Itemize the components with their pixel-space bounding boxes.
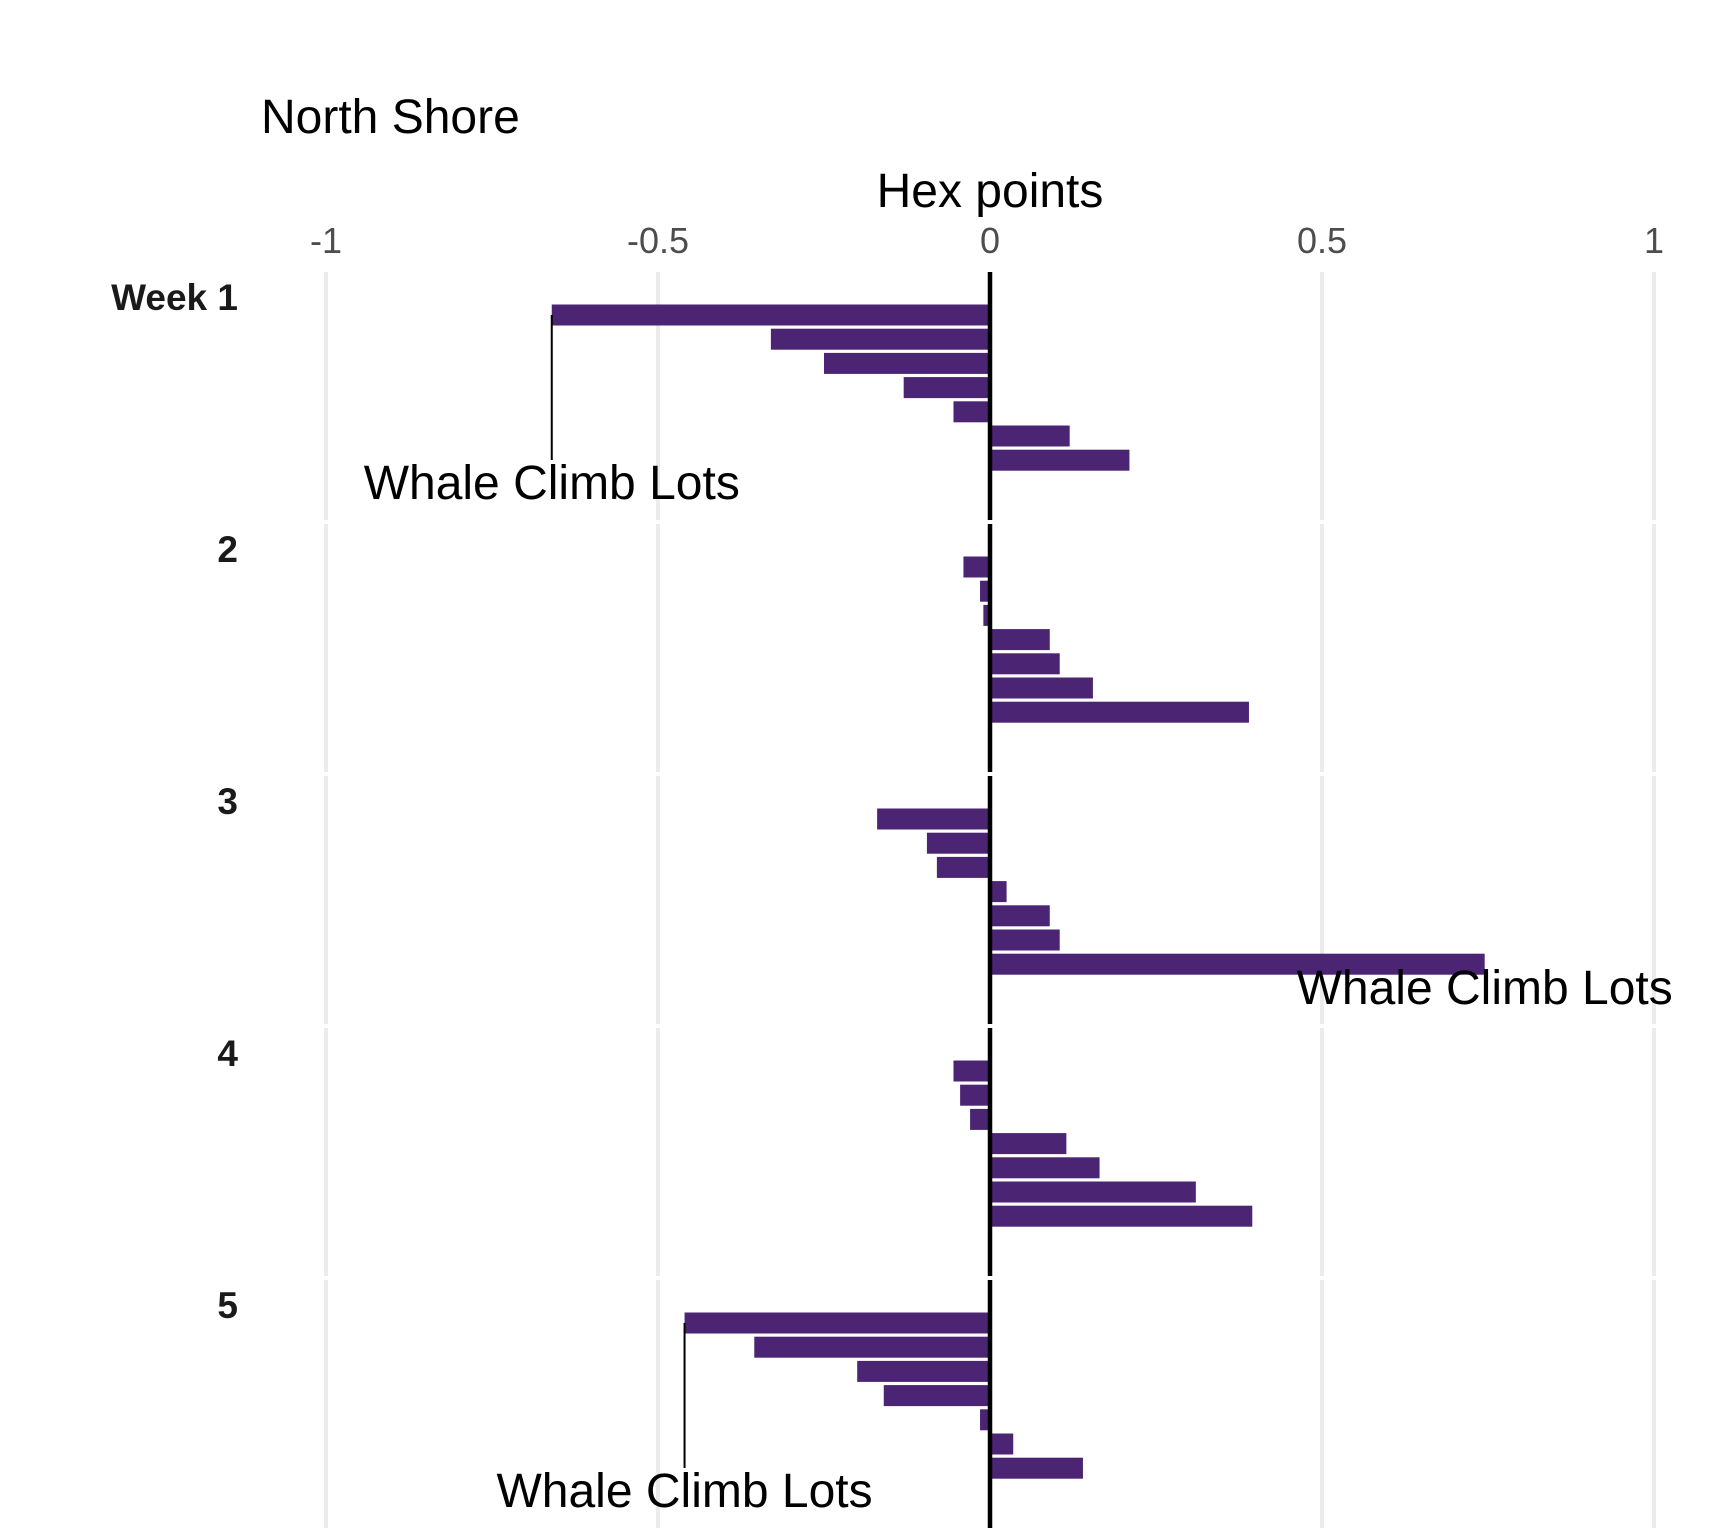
bar: [754, 1336, 990, 1358]
x-axis-title: Hex points: [877, 165, 1104, 218]
bar: [990, 1205, 1253, 1227]
bar: [551, 304, 990, 326]
bar: [990, 905, 1050, 927]
bar: [990, 1457, 1083, 1479]
bar: [990, 929, 1060, 951]
bar: [983, 604, 990, 626]
annotations: Whale Climb Lots Whale Climb Lots Whale Cl…: [364, 315, 1673, 1518]
facet-label: 3: [217, 781, 238, 822]
bar: [936, 856, 990, 878]
facet-label: 5: [217, 1285, 238, 1326]
bar: [990, 701, 1249, 723]
bar: [903, 377, 990, 399]
bar: [980, 580, 990, 602]
bars: [551, 304, 1485, 1479]
bar: [990, 629, 1050, 651]
annotation-label: Whale Climb Lots: [364, 457, 740, 510]
bar: [990, 677, 1093, 699]
bar: [990, 1181, 1196, 1203]
x-axis-ticks: -1 -0.5 0 0.5 1: [310, 220, 1664, 261]
bar: [990, 1133, 1067, 1155]
bar: [990, 653, 1060, 675]
facet-label: 2: [217, 529, 238, 570]
bar: [877, 808, 990, 830]
bar: [926, 832, 990, 854]
bar: [963, 556, 990, 578]
bar: [684, 1312, 990, 1334]
x-tick-label: 0: [980, 220, 1000, 261]
facet-labels: Week 1 2 3 4 5: [111, 277, 238, 1326]
chart-title: North Shore: [261, 91, 520, 144]
bar: [953, 401, 990, 423]
annotation-label: Whale Climb Lots: [496, 1465, 872, 1518]
x-tick-label: -0.5: [627, 220, 689, 261]
facet-label: 4: [217, 1033, 238, 1074]
bar: [770, 328, 990, 350]
annotation-label: Whale Climb Lots: [1297, 962, 1673, 1015]
x-tick-label: 1: [1644, 220, 1664, 261]
bar: [990, 449, 1130, 471]
bar: [990, 881, 1007, 903]
bar: [980, 1409, 990, 1431]
bar: [953, 1060, 990, 1082]
bar: [970, 1108, 990, 1130]
bar: [824, 352, 990, 374]
bar: [990, 1157, 1100, 1179]
facet-label: Week 1: [111, 277, 238, 318]
bar: [883, 1385, 990, 1407]
bar: [857, 1360, 990, 1382]
bar: [990, 953, 1485, 975]
bar: [990, 425, 1070, 447]
x-tick-label: 0.5: [1297, 220, 1347, 261]
bar: [990, 1433, 1014, 1455]
x-tick-label: -1: [310, 220, 342, 261]
bar: [960, 1084, 990, 1106]
